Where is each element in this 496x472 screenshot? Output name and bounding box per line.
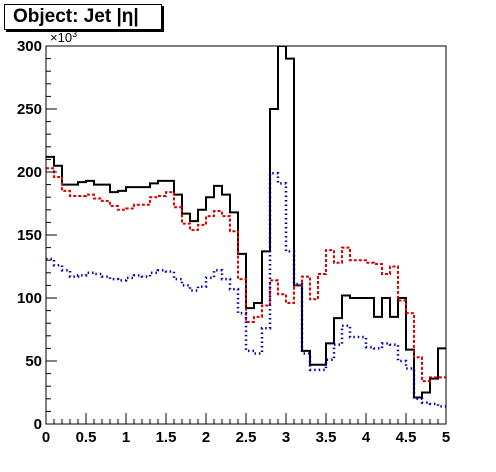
series-layer (46, 46, 446, 408)
y-tick-label: 150 (17, 227, 42, 244)
y-multiplier-label: ×103 (50, 29, 77, 45)
y-tick-label: 50 (25, 353, 42, 370)
axis-ticks (45, 45, 447, 425)
y-tick-label: 250 (17, 101, 42, 118)
x-tick-label: 2.5 (236, 429, 257, 446)
x-tick-label: 3.5 (316, 429, 337, 446)
plot-frame (45, 45, 447, 425)
series-line-solid (46, 46, 446, 399)
x-tick-label: 1 (122, 429, 130, 446)
x-tick-label: 5 (442, 429, 450, 446)
x-tick-label: 3 (282, 429, 290, 446)
series-line-dotted (46, 172, 446, 408)
series-line-dashed (46, 167, 446, 383)
y-tick-label: 200 (17, 164, 42, 181)
y-tick-label: 300 (17, 38, 42, 55)
y-tick-label: 0 (34, 416, 42, 433)
x-tick-label: 1.5 (156, 429, 177, 446)
y-tick-label: 100 (17, 290, 42, 307)
x-tick-label: 0 (42, 429, 50, 446)
x-tick-label: 4 (362, 429, 371, 446)
x-tick-label: 2 (202, 429, 210, 446)
x-tick-label: 0.5 (76, 429, 97, 446)
chart-title: Object: Jet |η| (4, 4, 162, 30)
x-tick-label: 4.5 (396, 429, 417, 446)
